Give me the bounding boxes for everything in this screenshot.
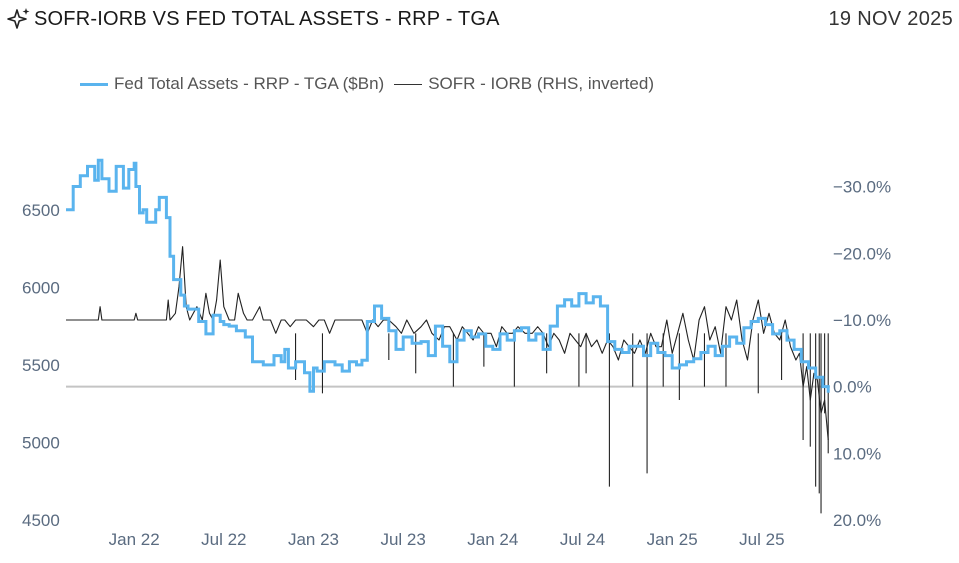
sparkle-icon bbox=[7, 8, 30, 29]
sofr-iorb-spikes bbox=[295, 333, 829, 514]
x-axis: Jan 22 Jul 22 Jan 23 Jul 23 Jan 24 Jul 24 Jan … bbox=[109, 530, 785, 549]
right-axis: 20.0% 10.0% 0.0% −10.0% −20.0% −30.0% bbox=[833, 178, 891, 530]
left-axis-tick: 6500 bbox=[22, 201, 60, 220]
left-axis-tick: 4500 bbox=[22, 511, 60, 530]
x-axis-tick: Jul 23 bbox=[380, 530, 425, 549]
left-axis: 4500 5000 5500 6000 6500 bbox=[22, 201, 60, 530]
x-axis-tick: Jul 22 bbox=[201, 530, 246, 549]
legend-label-fed-assets: Fed Total Assets - RRP - TGA ($Bn) bbox=[114, 74, 385, 93]
legend-item-fed-assets[interactable]: Fed Total Assets - RRP - TGA ($Bn) bbox=[80, 74, 384, 94]
right-axis-tick: 10.0% bbox=[833, 444, 881, 463]
x-axis-tick: Jul 24 bbox=[560, 530, 605, 549]
series-line-fed-assets bbox=[66, 158, 830, 393]
x-axis-tick: Jan 25 bbox=[647, 530, 698, 549]
chart-header: SOFR-IORB VS FED TOTAL ASSETS - RRP - TG… bbox=[6, 6, 953, 36]
x-axis-tick: Jan 22 bbox=[109, 530, 160, 549]
page-title: SOFR-IORB VS FED TOTAL ASSETS - RRP - TG… bbox=[34, 7, 500, 30]
right-axis-tick: 20.0% bbox=[833, 511, 881, 530]
left-axis-tick: 5000 bbox=[22, 433, 60, 452]
legend-label-sofr-iorb: SOFR - IORB (RHS, inverted) bbox=[428, 74, 654, 93]
x-axis-tick: Jan 24 bbox=[467, 530, 518, 549]
right-axis-tick: −30.0% bbox=[833, 178, 891, 197]
left-axis-tick: 6000 bbox=[22, 278, 60, 297]
right-axis-tick: −10.0% bbox=[833, 311, 891, 330]
legend-swatch-blue bbox=[80, 82, 108, 86]
x-axis-tick: Jul 25 bbox=[739, 530, 784, 549]
right-axis-tick: −20.0% bbox=[833, 244, 891, 263]
series-line-sofr-iorb bbox=[66, 246, 829, 441]
title-group: SOFR-IORB VS FED TOTAL ASSETS - RRP - TG… bbox=[6, 6, 500, 32]
legend-swatch-black bbox=[394, 83, 423, 85]
legend-item-sofr-iorb[interactable]: SOFR - IORB (RHS, inverted) bbox=[394, 74, 654, 94]
report-date: 19 NOV 2025 bbox=[828, 8, 953, 30]
right-axis-tick: 0.0% bbox=[833, 378, 872, 397]
left-axis-tick: 5500 bbox=[22, 356, 60, 375]
chart-legend: Fed Total Assets - RRP - TGA ($Bn) SOFR … bbox=[80, 74, 664, 94]
x-axis-tick: Jan 23 bbox=[288, 530, 339, 549]
